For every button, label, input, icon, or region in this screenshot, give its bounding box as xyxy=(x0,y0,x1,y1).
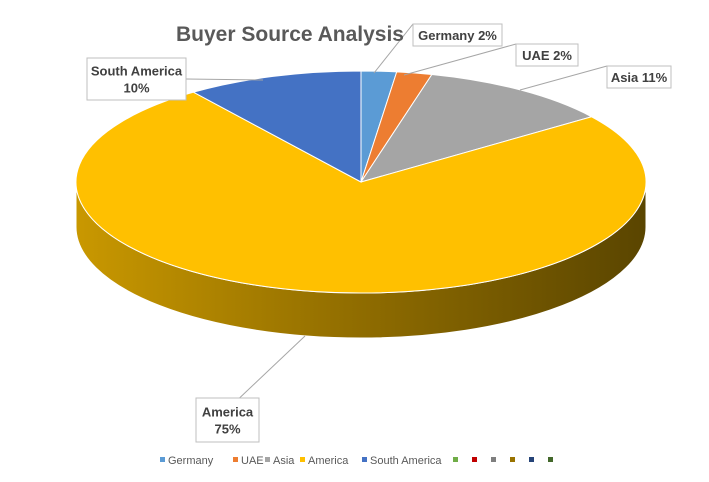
leader-line-asia xyxy=(519,65,608,91)
legend-label-uae: UAE xyxy=(241,455,264,467)
legend-swatch-extra xyxy=(472,457,477,462)
legend-swatch-extra xyxy=(510,457,515,462)
data-label-box-germany xyxy=(412,23,503,47)
data-label-south-america: South America xyxy=(91,64,183,79)
chart-title: Buyer Source Analysis xyxy=(176,23,404,46)
data-label-box-uae xyxy=(515,43,579,67)
legend-label-america: America xyxy=(308,455,349,467)
legend-swatch-uae xyxy=(233,457,238,462)
data-label-germany: Germany 2% xyxy=(418,28,497,43)
leader-line-south-america xyxy=(185,78,264,81)
legend-swatch-extra xyxy=(453,457,458,462)
data-label-asia: Asia 11% xyxy=(611,70,668,85)
legend-swatch-asia xyxy=(265,457,270,462)
slice-america[interactable] xyxy=(75,91,647,294)
legend-swatch-extra xyxy=(548,457,553,462)
slice-asia[interactable] xyxy=(359,73,593,183)
legend-swatch-south-america xyxy=(362,457,367,462)
leader-line-germany xyxy=(373,23,414,74)
data-label-box-america xyxy=(195,397,260,443)
legend-label-south-america: South America xyxy=(370,455,442,467)
legend-swatch-extra xyxy=(491,457,496,462)
legend-swatch-extra xyxy=(529,457,534,462)
slice-south-america[interactable] xyxy=(192,70,362,183)
pie-slices xyxy=(75,70,647,294)
data-label-box-south-america xyxy=(86,57,187,101)
data-label-america: America xyxy=(202,405,254,420)
data-labels: Germany 2% UAE 2% Asia 11% America 75% South … xyxy=(86,23,672,443)
legend: Germany UAE Asia America South America xyxy=(160,455,553,467)
data-label-south-america: 10% xyxy=(123,81,149,96)
legend-swatch-america xyxy=(300,457,305,462)
leader-lines xyxy=(185,23,608,399)
leader-line-america xyxy=(239,335,306,399)
legend-label-asia: Asia xyxy=(273,455,295,467)
data-label-box-asia xyxy=(606,65,672,89)
data-label-america: 75% xyxy=(214,422,240,437)
legend-swatch-germany xyxy=(160,457,165,462)
legend-label-germany: Germany xyxy=(168,455,214,467)
leader-line-uae xyxy=(403,43,517,76)
data-label-uae: UAE 2% xyxy=(522,48,572,63)
